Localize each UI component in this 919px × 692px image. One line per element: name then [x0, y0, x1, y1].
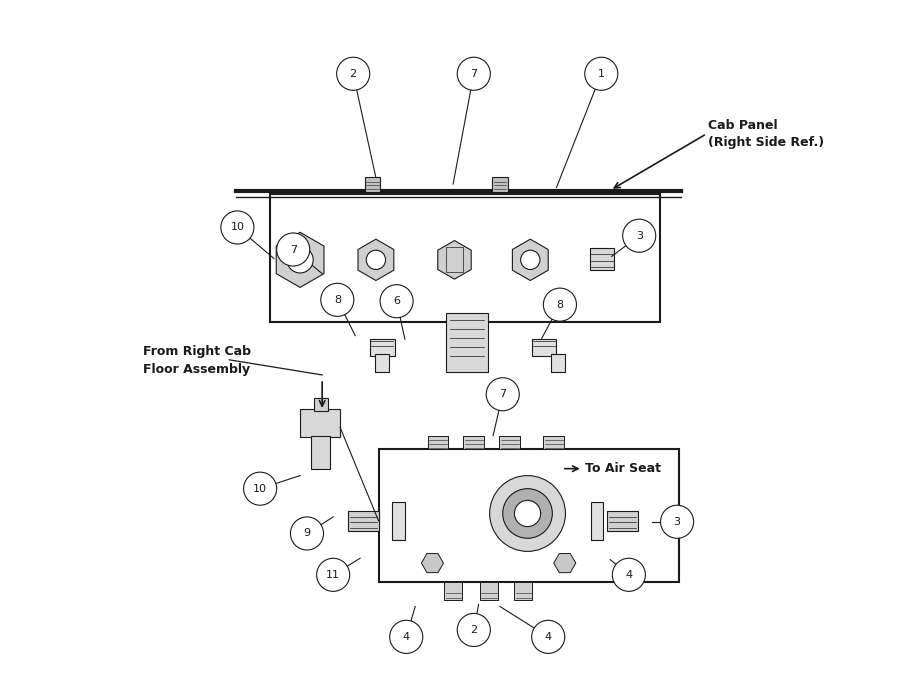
Text: 4: 4 — [403, 632, 409, 642]
Text: 10: 10 — [253, 484, 267, 493]
Circle shape — [380, 284, 413, 318]
Circle shape — [457, 613, 490, 646]
Circle shape — [457, 57, 490, 90]
Text: 3: 3 — [673, 517, 680, 527]
FancyBboxPatch shape — [531, 339, 556, 356]
Text: 7: 7 — [499, 389, 505, 399]
FancyBboxPatch shape — [444, 582, 461, 600]
Circle shape — [612, 558, 645, 592]
Circle shape — [485, 378, 518, 411]
Circle shape — [489, 475, 565, 552]
Text: To Air Seat: To Air Seat — [584, 462, 661, 475]
FancyBboxPatch shape — [311, 435, 330, 468]
Text: 3: 3 — [635, 230, 642, 241]
FancyBboxPatch shape — [369, 339, 394, 356]
Text: 4: 4 — [625, 570, 631, 580]
Text: 1: 1 — [597, 69, 604, 79]
Circle shape — [290, 517, 323, 550]
FancyBboxPatch shape — [270, 194, 659, 322]
FancyBboxPatch shape — [300, 410, 340, 437]
FancyBboxPatch shape — [514, 582, 532, 600]
Text: 4: 4 — [544, 632, 551, 642]
Circle shape — [584, 57, 618, 90]
Text: 9: 9 — [303, 529, 311, 538]
Polygon shape — [357, 239, 393, 280]
Circle shape — [514, 500, 540, 527]
Circle shape — [316, 558, 349, 592]
Circle shape — [366, 251, 385, 269]
FancyBboxPatch shape — [348, 511, 379, 531]
Circle shape — [531, 620, 564, 653]
FancyBboxPatch shape — [392, 502, 404, 540]
Circle shape — [221, 211, 254, 244]
Polygon shape — [276, 233, 323, 287]
Text: From Right Cab: From Right Cab — [142, 345, 251, 358]
FancyBboxPatch shape — [379, 449, 678, 582]
Text: (Right Side Ref.): (Right Side Ref.) — [708, 136, 823, 149]
Text: 6: 6 — [392, 296, 400, 306]
FancyBboxPatch shape — [480, 582, 497, 600]
Text: 2: 2 — [470, 625, 477, 635]
Circle shape — [321, 283, 354, 316]
FancyBboxPatch shape — [365, 177, 380, 192]
FancyBboxPatch shape — [550, 354, 564, 372]
FancyBboxPatch shape — [589, 248, 614, 270]
Circle shape — [287, 247, 312, 273]
Circle shape — [390, 620, 423, 653]
FancyBboxPatch shape — [446, 248, 462, 272]
Circle shape — [502, 489, 551, 538]
FancyBboxPatch shape — [427, 435, 448, 449]
Circle shape — [277, 233, 310, 266]
Circle shape — [622, 219, 655, 253]
Text: 2: 2 — [349, 69, 357, 79]
Text: 8: 8 — [334, 295, 341, 304]
Text: 7: 7 — [470, 69, 477, 79]
Text: Floor Assembly: Floor Assembly — [142, 363, 250, 376]
Circle shape — [336, 57, 369, 90]
Circle shape — [244, 472, 277, 505]
FancyBboxPatch shape — [375, 354, 389, 372]
Polygon shape — [421, 554, 443, 573]
FancyBboxPatch shape — [463, 435, 483, 449]
Polygon shape — [437, 241, 471, 279]
Text: 10: 10 — [230, 222, 244, 233]
FancyBboxPatch shape — [313, 399, 327, 411]
Text: 7: 7 — [289, 244, 297, 255]
Circle shape — [520, 251, 539, 269]
FancyBboxPatch shape — [543, 435, 563, 449]
Polygon shape — [512, 239, 548, 280]
Text: 11: 11 — [326, 570, 340, 580]
FancyBboxPatch shape — [590, 502, 603, 540]
Text: 8: 8 — [556, 300, 562, 309]
Circle shape — [660, 505, 693, 538]
FancyBboxPatch shape — [446, 313, 487, 372]
FancyBboxPatch shape — [607, 511, 637, 531]
Text: Cab Panel: Cab Panel — [708, 119, 777, 132]
Polygon shape — [553, 554, 575, 573]
FancyBboxPatch shape — [499, 435, 519, 449]
FancyBboxPatch shape — [492, 177, 507, 192]
Circle shape — [543, 288, 576, 321]
